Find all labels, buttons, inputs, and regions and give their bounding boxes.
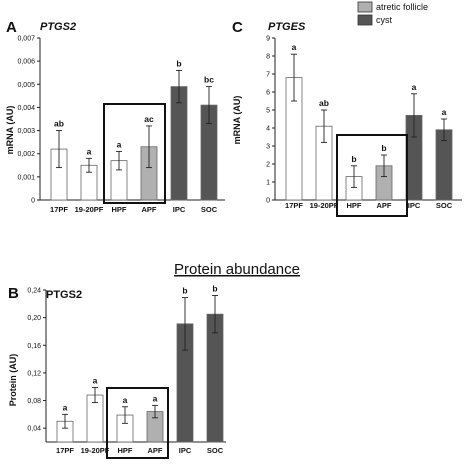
chart-b-category-label: SOC	[207, 446, 224, 455]
chart-a-y-tick-label: 0,005	[17, 82, 35, 89]
chart-a-significance-label: b	[176, 58, 181, 68]
chart-c-significance-label: a	[412, 82, 417, 92]
chart-b-y-tick-label: 0,20	[27, 315, 41, 322]
legend-swatch-cyst	[357, 14, 373, 26]
chart-b-category-label: APF	[148, 446, 163, 455]
chart-a-category-label: SOC	[201, 205, 218, 214]
chart-a-y-tick-label: 0,001	[17, 174, 35, 181]
chart-b-category-label: 17PF	[56, 446, 74, 455]
chart-a-y-tick-label: 0	[31, 198, 35, 205]
chart-b-category-label: 19-20PF	[81, 446, 110, 455]
chart-b-highlight-box	[106, 387, 169, 459]
chart-c-category-label: HPF	[347, 201, 362, 210]
chart-b-y-tick-label: 0,04	[27, 426, 41, 433]
chart-a-y-tick-label: 0,007	[17, 36, 35, 43]
chart-b-significance-label: a	[93, 375, 98, 385]
chart-panel-b: B PTGS2 Protein (AU) 0,04 0,08 0,12 0,16 0,2…	[8, 284, 226, 459]
chart-a-y-axis-label: mRNA (AU)	[5, 106, 15, 155]
chart-c-y-tick-label: 9	[266, 36, 270, 43]
legend-label-atretic: atretic follicle	[376, 2, 428, 12]
chart-b-significance-label: b	[182, 286, 187, 296]
chart-b-category-label: IPC	[179, 446, 192, 455]
chart-b-significance-label: b	[212, 284, 217, 294]
chart-b-title: PTGS2	[46, 289, 82, 301]
chart-c-category-label: APF	[377, 201, 392, 210]
legend: atretic follicle cyst	[357, 1, 428, 26]
chart-b-y-tick-label: 0,12	[27, 370, 41, 377]
panel-letter-a: A	[6, 19, 17, 36]
chart-b-y-tick-label: 0,08	[27, 398, 41, 405]
chart-a-significance-label: a	[87, 146, 92, 156]
chart-c-significance-label: b	[381, 143, 386, 153]
chart-c-y-tick-label: 0	[266, 198, 270, 205]
chart-a-category-label: 19-20PF	[75, 205, 104, 214]
chart-a-y-tick-label: 0,003	[17, 128, 35, 135]
chart-c-y-tick-label: 5	[266, 108, 270, 115]
chart-c-category-label: 17PF	[285, 201, 303, 210]
chart-c-category-label: 19-20PF	[310, 201, 339, 210]
chart-c-category-label: SOC	[436, 201, 453, 210]
panel-letter-c: C	[232, 19, 243, 36]
chart-c-y-axis-label: mRNA (AU)	[232, 96, 242, 145]
legend-swatch-atretic	[357, 1, 373, 13]
chart-c-category-label: IPC	[408, 201, 421, 210]
chart-b-significance-label: a	[123, 395, 128, 405]
chart-a-category-label: HPF	[112, 205, 127, 214]
chart-c-y-tick-label: 7	[266, 72, 270, 79]
chart-a-category-label: APF	[142, 205, 157, 214]
chart-b-y-tick-label: 0,24	[27, 288, 41, 295]
chart-a-category-label: 17PF	[50, 205, 68, 214]
chart-c-y-tick-label: 4	[266, 126, 270, 133]
chart-b-y-tick-label: 0,16	[27, 343, 41, 350]
chart-c-y-tick-label: 3	[266, 144, 270, 151]
chart-panel-c: C PTGES mRNA (AU) 0123456789a17PFab19-20…	[232, 19, 462, 217]
chart-c-y-tick-label: 2	[266, 162, 270, 169]
chart-panel-a: A PTGS2 mRNA (AU) 0 0,001 0,002 0,003 0,004 0…	[5, 19, 225, 214]
chart-b-y-axis-label: Protein (AU)	[8, 354, 18, 407]
chart-c-y-tick-label: 6	[266, 90, 270, 97]
chart-b-significance-label: a	[153, 393, 158, 403]
chart-a-category-label: IPC	[173, 205, 186, 214]
chart-a-y-tick-label: 0,006	[17, 59, 35, 66]
chart-c-y-tick-label: 1	[266, 180, 270, 187]
chart-a-y-tick-label: 0,004	[17, 105, 35, 112]
chart-b-significance-label: a	[63, 402, 68, 412]
chart-c-significance-label: b	[351, 154, 356, 164]
chart-b-category-label: HPF	[118, 446, 133, 455]
chart-c-significance-label: a	[442, 107, 447, 117]
chart-a-highlight-box	[103, 103, 166, 204]
chart-c-significance-label: ab	[319, 98, 329, 108]
chart-c-y-tick-label: 8	[266, 54, 270, 61]
section-title: Protein abundance	[174, 261, 300, 278]
chart-b-bar-soc	[206, 313, 224, 443]
legend-label-cyst: cyst	[376, 15, 393, 25]
chart-c-highlight-box	[336, 134, 408, 217]
chart-a-significance-label: bc	[204, 75, 214, 85]
panel-letter-b: B	[8, 285, 19, 302]
chart-a-bar-ipc	[170, 86, 188, 201]
chart-a-significance-label: ac	[144, 114, 154, 124]
chart-a-y-tick-label: 0,002	[17, 151, 35, 158]
chart-a-title: PTGS2	[40, 21, 76, 33]
chart-a-significance-label: ab	[54, 119, 64, 129]
chart-a-significance-label: a	[117, 139, 122, 149]
chart-c-significance-label: a	[292, 42, 297, 52]
chart-c-title: PTGES	[268, 21, 306, 33]
